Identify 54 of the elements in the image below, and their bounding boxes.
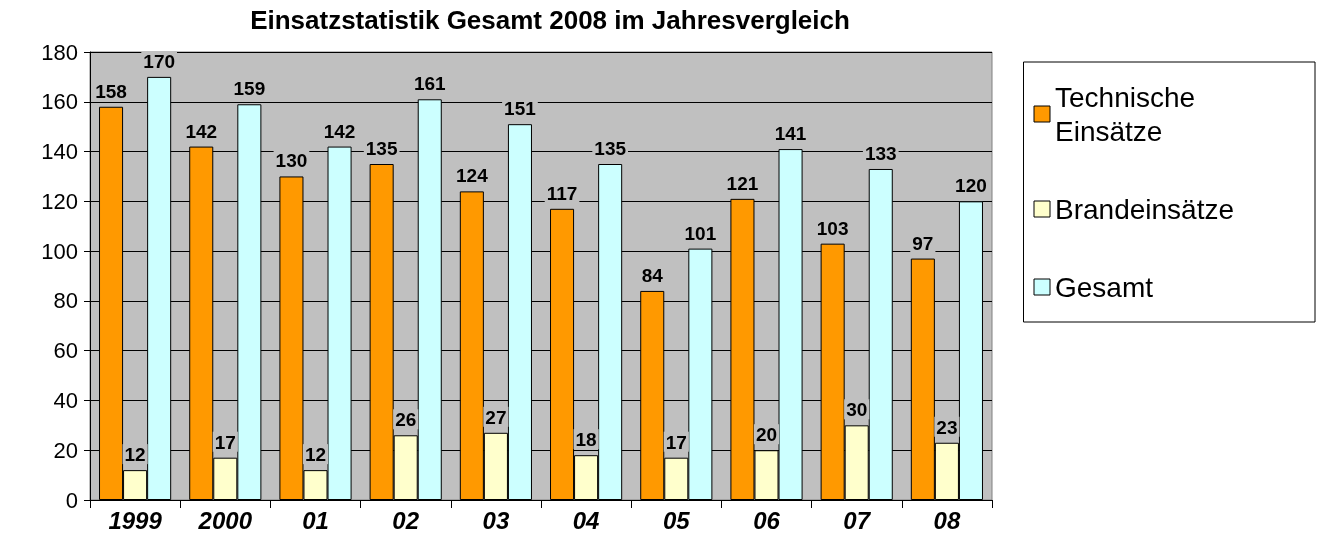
x-tick-label: 05 xyxy=(662,506,691,534)
x-tick-label: 06 xyxy=(753,506,781,534)
y-tick-label: 140 xyxy=(41,139,78,165)
x-tick-label: 03 xyxy=(482,506,510,534)
data-label: 30 xyxy=(846,399,868,421)
data-label: 158 xyxy=(95,80,127,102)
data-label: 26 xyxy=(395,409,417,431)
x-tick-label: 02 xyxy=(392,506,420,534)
data-label: 142 xyxy=(323,120,356,142)
data-label: 23 xyxy=(936,416,958,438)
data-label: 12 xyxy=(124,444,146,466)
data-label: 135 xyxy=(365,138,398,159)
data-label: 135 xyxy=(594,138,627,159)
y-tick-label: 20 xyxy=(53,437,78,463)
y-tick-label: 160 xyxy=(41,89,78,115)
data-label: 151 xyxy=(504,98,537,120)
data-label: 97 xyxy=(912,232,934,254)
y-tick-label: 100 xyxy=(41,238,78,264)
y-tick-label: 80 xyxy=(53,288,78,314)
data-label: 130 xyxy=(275,150,308,172)
data-label: 84 xyxy=(641,264,664,286)
data-label: 18 xyxy=(575,429,597,451)
chart-title: Einsatzstatistik Gesamt 2008 im Jahresvergleich xyxy=(250,5,850,35)
data-label: 17 xyxy=(665,431,687,453)
y-tick-label: 120 xyxy=(41,188,78,214)
data-label: 101 xyxy=(684,222,717,244)
legend-label: Gesamt xyxy=(1055,271,1154,303)
y-tick-label: 0 xyxy=(65,487,78,513)
data-label: 117 xyxy=(546,182,578,204)
x-tick-label: 07 xyxy=(843,506,872,534)
data-label: 141 xyxy=(774,123,807,145)
x-tick-label: 1999 xyxy=(108,506,163,534)
y-tick-label: 40 xyxy=(53,387,78,413)
x-tick-label: 01 xyxy=(302,506,329,534)
data-label: 133 xyxy=(864,142,897,164)
data-label: 120 xyxy=(955,175,987,197)
data-label: 121 xyxy=(726,172,759,194)
data-label: 20 xyxy=(755,424,778,446)
y-tick-label: 60 xyxy=(53,338,78,364)
data-label: 142 xyxy=(185,120,218,142)
data-label: 170 xyxy=(143,50,175,72)
x-tick-label: 2000 xyxy=(197,506,253,534)
x-tick-label: 04 xyxy=(572,506,600,534)
data-label: 159 xyxy=(233,78,266,100)
legend-label: Technische Einsätze xyxy=(1055,81,1203,147)
data-label: 103 xyxy=(816,217,849,239)
data-label: 17 xyxy=(214,431,236,453)
data-label: 12 xyxy=(304,444,327,466)
x-tick-label: 08 xyxy=(933,506,961,534)
legend-label: Brandeinsätze xyxy=(1055,193,1235,225)
y-tick-label: 180 xyxy=(41,39,78,65)
data-label: 124 xyxy=(456,165,489,187)
data-label: 161 xyxy=(413,73,447,95)
data-label: 27 xyxy=(485,406,507,428)
